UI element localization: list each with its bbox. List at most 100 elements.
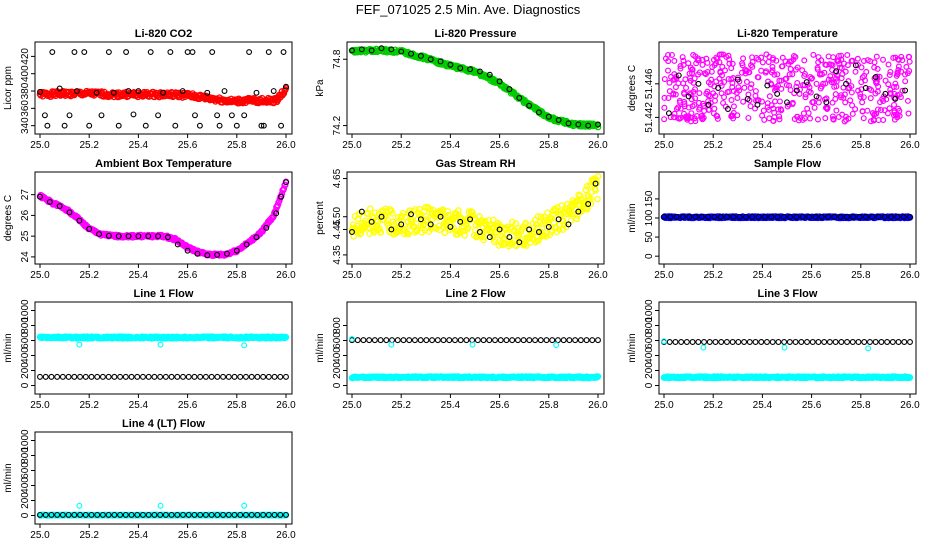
data-point [270, 88, 277, 94]
data-point [694, 57, 701, 64]
data-point [774, 71, 781, 78]
x-tick-label: 25.2 [703, 400, 723, 411]
data-point [814, 66, 821, 73]
data-point [665, 110, 672, 117]
data-point [777, 106, 784, 113]
data-point [864, 107, 871, 114]
data-point [764, 82, 771, 89]
data-point [807, 115, 814, 122]
data-point [684, 115, 691, 122]
data-point [474, 337, 481, 344]
data-point [810, 51, 817, 58]
data-point [830, 79, 837, 86]
data-point [802, 91, 809, 98]
data-point [194, 250, 201, 257]
data-point [408, 50, 414, 57]
data-point [903, 63, 910, 70]
chart-sampleflow: Sample Flow 25.0 25.2 25.4 25.6 25.8 26.0 0 50 10… [627, 158, 920, 281]
data-point [185, 373, 192, 380]
data-point [867, 339, 873, 345]
data-point [838, 52, 845, 59]
x-tick-label: 25.2 [703, 140, 723, 151]
data-point [486, 234, 493, 241]
x-tick-label: 25.8 [539, 400, 559, 411]
data-point [389, 210, 396, 217]
x-tick-label: 26.0 [900, 270, 920, 281]
data-point [565, 221, 572, 228]
data-point [865, 345, 872, 352]
data-point [162, 373, 169, 380]
chart-title: Line 1 Flow [134, 288, 194, 300]
data-point [728, 112, 735, 119]
data-point [722, 67, 729, 74]
data-point [509, 218, 516, 226]
x-tick-label: 26.0 [276, 270, 296, 281]
plot-frame [34, 431, 293, 525]
data-point [813, 80, 820, 87]
data-point [815, 339, 822, 345]
data-point [877, 99, 884, 106]
series-1-second [36, 333, 290, 342]
data-point [241, 342, 248, 349]
data-point [592, 187, 599, 194]
data-point [895, 63, 902, 70]
data-point [204, 252, 211, 259]
data-point [66, 209, 73, 216]
data-point [675, 104, 682, 111]
data-point [145, 233, 152, 240]
chart-title: Li-820 Pressure [435, 28, 517, 40]
data-point [532, 337, 539, 344]
data-point [48, 373, 55, 380]
data-point [110, 89, 117, 96]
data-point [366, 337, 373, 344]
data-point [844, 339, 851, 345]
x-tick-label: 25.6 [178, 400, 198, 411]
data-point [747, 85, 754, 92]
data-point [155, 112, 162, 119]
data-point [726, 56, 733, 63]
data-point [794, 64, 801, 71]
data-point [686, 70, 693, 77]
data-point [37, 193, 43, 200]
data-point [905, 110, 912, 117]
y-axis-label: degrees C [3, 195, 14, 241]
data-point [260, 373, 267, 380]
data-point [228, 112, 235, 119]
x-tick-label: 26.0 [588, 400, 608, 411]
data-point [549, 337, 556, 344]
data-point [901, 339, 908, 345]
data-point [543, 337, 550, 344]
data-point [371, 209, 379, 216]
data-point [683, 339, 690, 345]
data-point [254, 373, 261, 380]
data-point [833, 68, 840, 75]
data-point [225, 373, 232, 380]
data-point [840, 94, 847, 101]
data-point [398, 48, 405, 55]
data-point [859, 108, 866, 115]
series-2-5-min-average [349, 45, 601, 129]
x-tick-label: 25.6 [490, 400, 510, 411]
data-point [349, 229, 355, 235]
data-point [467, 216, 474, 223]
data-point [670, 91, 677, 98]
data-point [536, 229, 542, 235]
data-point [882, 77, 889, 84]
x-tick-label: 25.2 [391, 140, 411, 151]
data-point [180, 373, 186, 380]
data-point [585, 122, 592, 129]
data-point [271, 373, 278, 380]
data-point [823, 61, 830, 68]
data-point [457, 65, 464, 72]
data-point [699, 61, 706, 68]
series-2-5-min-average [349, 180, 599, 246]
series-1-second [660, 373, 914, 382]
data-point [377, 229, 385, 236]
data-point [555, 337, 561, 344]
data-point [42, 373, 49, 380]
data-point [189, 49, 196, 56]
series-1-second [36, 178, 290, 259]
data-point [743, 78, 750, 85]
data-point [833, 78, 840, 85]
